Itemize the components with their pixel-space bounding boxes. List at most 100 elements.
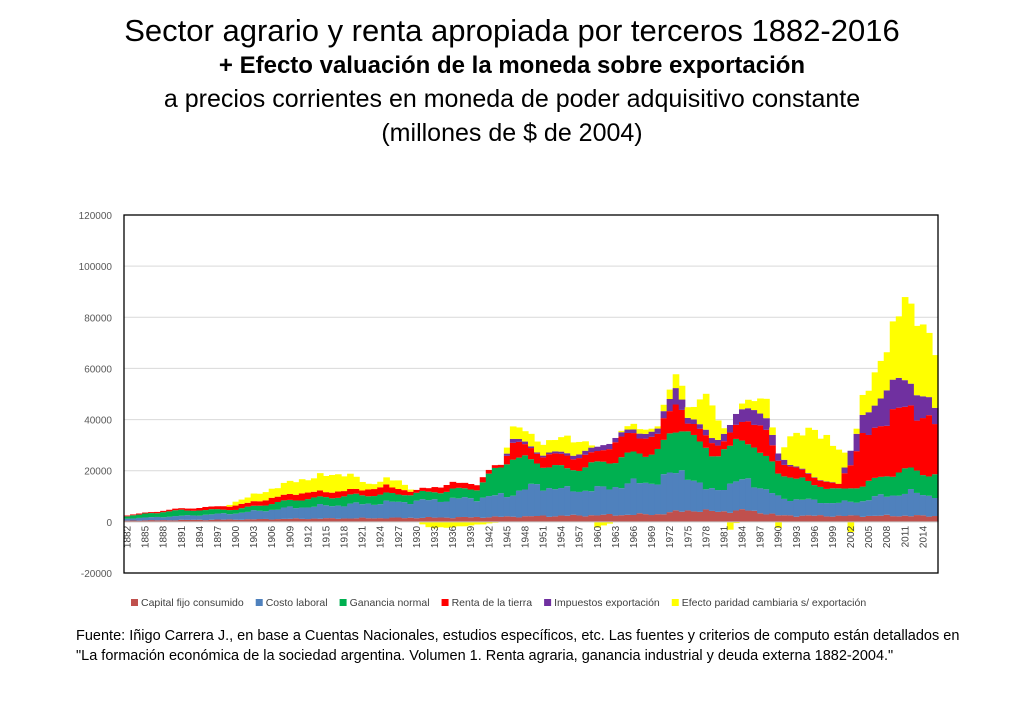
bar-costo-laboral (154, 516, 161, 521)
bar-renta-de-la-tierra (708, 443, 716, 457)
bar-costo-laboral (214, 513, 222, 520)
bar-ganancia-normal (931, 474, 939, 499)
bar-impuestos-exportaci-n (847, 450, 855, 466)
bar-renta-de-la-tierra (630, 433, 638, 452)
bar-renta-de-la-tierra (455, 482, 463, 488)
bar-impuestos-exportaci-n (515, 438, 523, 442)
bar-ganancia-normal (775, 473, 782, 496)
bar-ganancia-normal (190, 510, 197, 516)
bar-renta-de-la-tierra (238, 503, 246, 509)
bar-renta-de-la-tierra (901, 406, 909, 469)
bar-costo-laboral (594, 486, 601, 516)
bar-renta-de-la-tierra (672, 404, 680, 433)
bar-impuestos-exportaci-n (624, 429, 632, 433)
bar-capital-fijo-consumido (208, 519, 216, 522)
bar-renta-de-la-tierra (449, 481, 457, 489)
bar-ganancia-normal (359, 495, 366, 505)
bar-costo-laboral (739, 479, 746, 510)
y-tick-label: 80000 (84, 313, 112, 324)
bar-costo-laboral (582, 490, 589, 517)
bar-efecto-paridad-cambiaria-s-exportaci-n (793, 432, 800, 467)
x-tick-label: 1984 (738, 525, 749, 548)
bar-impuestos-exportaci-n (576, 454, 583, 459)
y-tick-label: 60000 (84, 364, 112, 375)
bar-capital-fijo-consumido (359, 517, 366, 522)
bar-capital-fijo-consumido (401, 518, 408, 522)
bar-renta-de-la-tierra (365, 489, 372, 497)
bar-capital-fijo-consumido (202, 520, 210, 522)
bar-renta-de-la-tierra (787, 466, 794, 478)
bar-efecto-paridad-cambiaria-s-exportaci-n (702, 393, 710, 430)
bar-renta-de-la-tierra (202, 506, 210, 511)
bar-impuestos-exportaci-n (901, 380, 909, 407)
bar-costo-laboral (232, 513, 240, 520)
bar-efecto-paridad-cambiaria-s-exportaci-n (678, 385, 686, 400)
bar-renta-de-la-tierra (377, 487, 384, 495)
bar-ganancia-normal (889, 476, 897, 496)
x-tick-label: 1942 (484, 525, 495, 548)
bar-efecto-paridad-cambiaria-s-exportaci-n (226, 504, 234, 507)
bar-impuestos-exportaci-n (883, 390, 891, 426)
bar-renta-de-la-tierra (913, 420, 921, 471)
bar-ganancia-normal (527, 459, 535, 484)
bar-ganancia-normal (925, 476, 933, 496)
bar-renta-de-la-tierra (443, 485, 451, 492)
bar-renta-de-la-tierra (540, 457, 547, 468)
bar-efecto-paridad-cambiaria-s-exportaci-n (335, 474, 342, 492)
bar-ganancia-normal (443, 491, 451, 502)
bar-impuestos-exportaci-n (570, 455, 577, 460)
bar-renta-de-la-tierra (527, 448, 535, 460)
bar-impuestos-exportaci-n (799, 468, 806, 470)
x-tick-label: 1939 (466, 525, 477, 548)
bar-capital-fijo-consumido (160, 520, 167, 522)
bar-costo-laboral (274, 509, 282, 520)
plot-frame (123, 214, 939, 574)
bar-renta-de-la-tierra (841, 473, 849, 489)
bar-impuestos-exportaci-n (618, 432, 626, 437)
bar-efecto-paridad-cambiaria-s-exportaci-n (835, 449, 843, 484)
bar-ganancia-normal (310, 497, 318, 507)
bar-costo-laboral (238, 512, 246, 520)
legend-swatch (339, 599, 347, 606)
bar-ganancia-normal (401, 495, 408, 503)
bar-renta-de-la-tierra (437, 487, 445, 494)
bar-capital-fijo-consumido (172, 520, 179, 522)
x-tick-label: 1882 (123, 525, 134, 548)
bar-costo-laboral (799, 499, 806, 516)
bar-capital-fijo-consumido (196, 519, 203, 522)
bar-efecto-paridad-cambiaria-s-exportaci-n (859, 394, 867, 415)
bar-capital-fijo-consumido (594, 515, 601, 522)
bar-capital-fijo-consumido (600, 514, 607, 522)
bar-costo-laboral (190, 515, 197, 520)
bar-costo-laboral (280, 507, 288, 519)
bar-costo-laboral (588, 491, 595, 516)
bar-efecto-paridad-cambiaria-s-exportaci-n (720, 428, 728, 434)
bar-efecto-paridad-cambiaria-s-exportaci-n (763, 398, 770, 419)
bar-efecto-paridad-cambiaria-s-exportaci-n (540, 444, 547, 456)
bar-impuestos-exportaci-n (895, 377, 903, 408)
bar-costo-laboral (720, 490, 728, 512)
bar-impuestos-exportaci-n (546, 452, 553, 455)
legend-swatch (441, 599, 449, 606)
bar-costo-laboral (648, 483, 656, 516)
bar-capital-fijo-consumido (256, 519, 264, 522)
bar-capital-fijo-consumido (925, 516, 933, 522)
legend-swatch (131, 599, 138, 606)
x-tick-label: 1975 (683, 525, 694, 548)
bar-capital-fijo-consumido (618, 515, 626, 522)
bar-efecto-paridad-cambiaria-s-exportaci-n (298, 479, 306, 494)
bar-ganancia-normal (871, 477, 879, 497)
bar-capital-fijo-consumido (781, 515, 788, 522)
bar-renta-de-la-tierra (853, 451, 861, 489)
bar-ganancia-normal (739, 440, 746, 480)
bar-impuestos-exportaci-n (503, 453, 511, 456)
bar-costo-laboral (895, 495, 903, 517)
bar-costo-laboral (521, 489, 529, 517)
bar-efecto-paridad-cambiaria-s-exportaci-n (751, 401, 758, 411)
bar-impuestos-exportaci-n (696, 424, 704, 429)
bar-ganancia-normal (148, 513, 155, 518)
bar-capital-fijo-consumido (811, 515, 819, 522)
y-tick-label: 120000 (79, 211, 113, 222)
bar-capital-fijo-consumido (769, 513, 776, 522)
bar-renta-de-la-tierra (226, 506, 234, 511)
